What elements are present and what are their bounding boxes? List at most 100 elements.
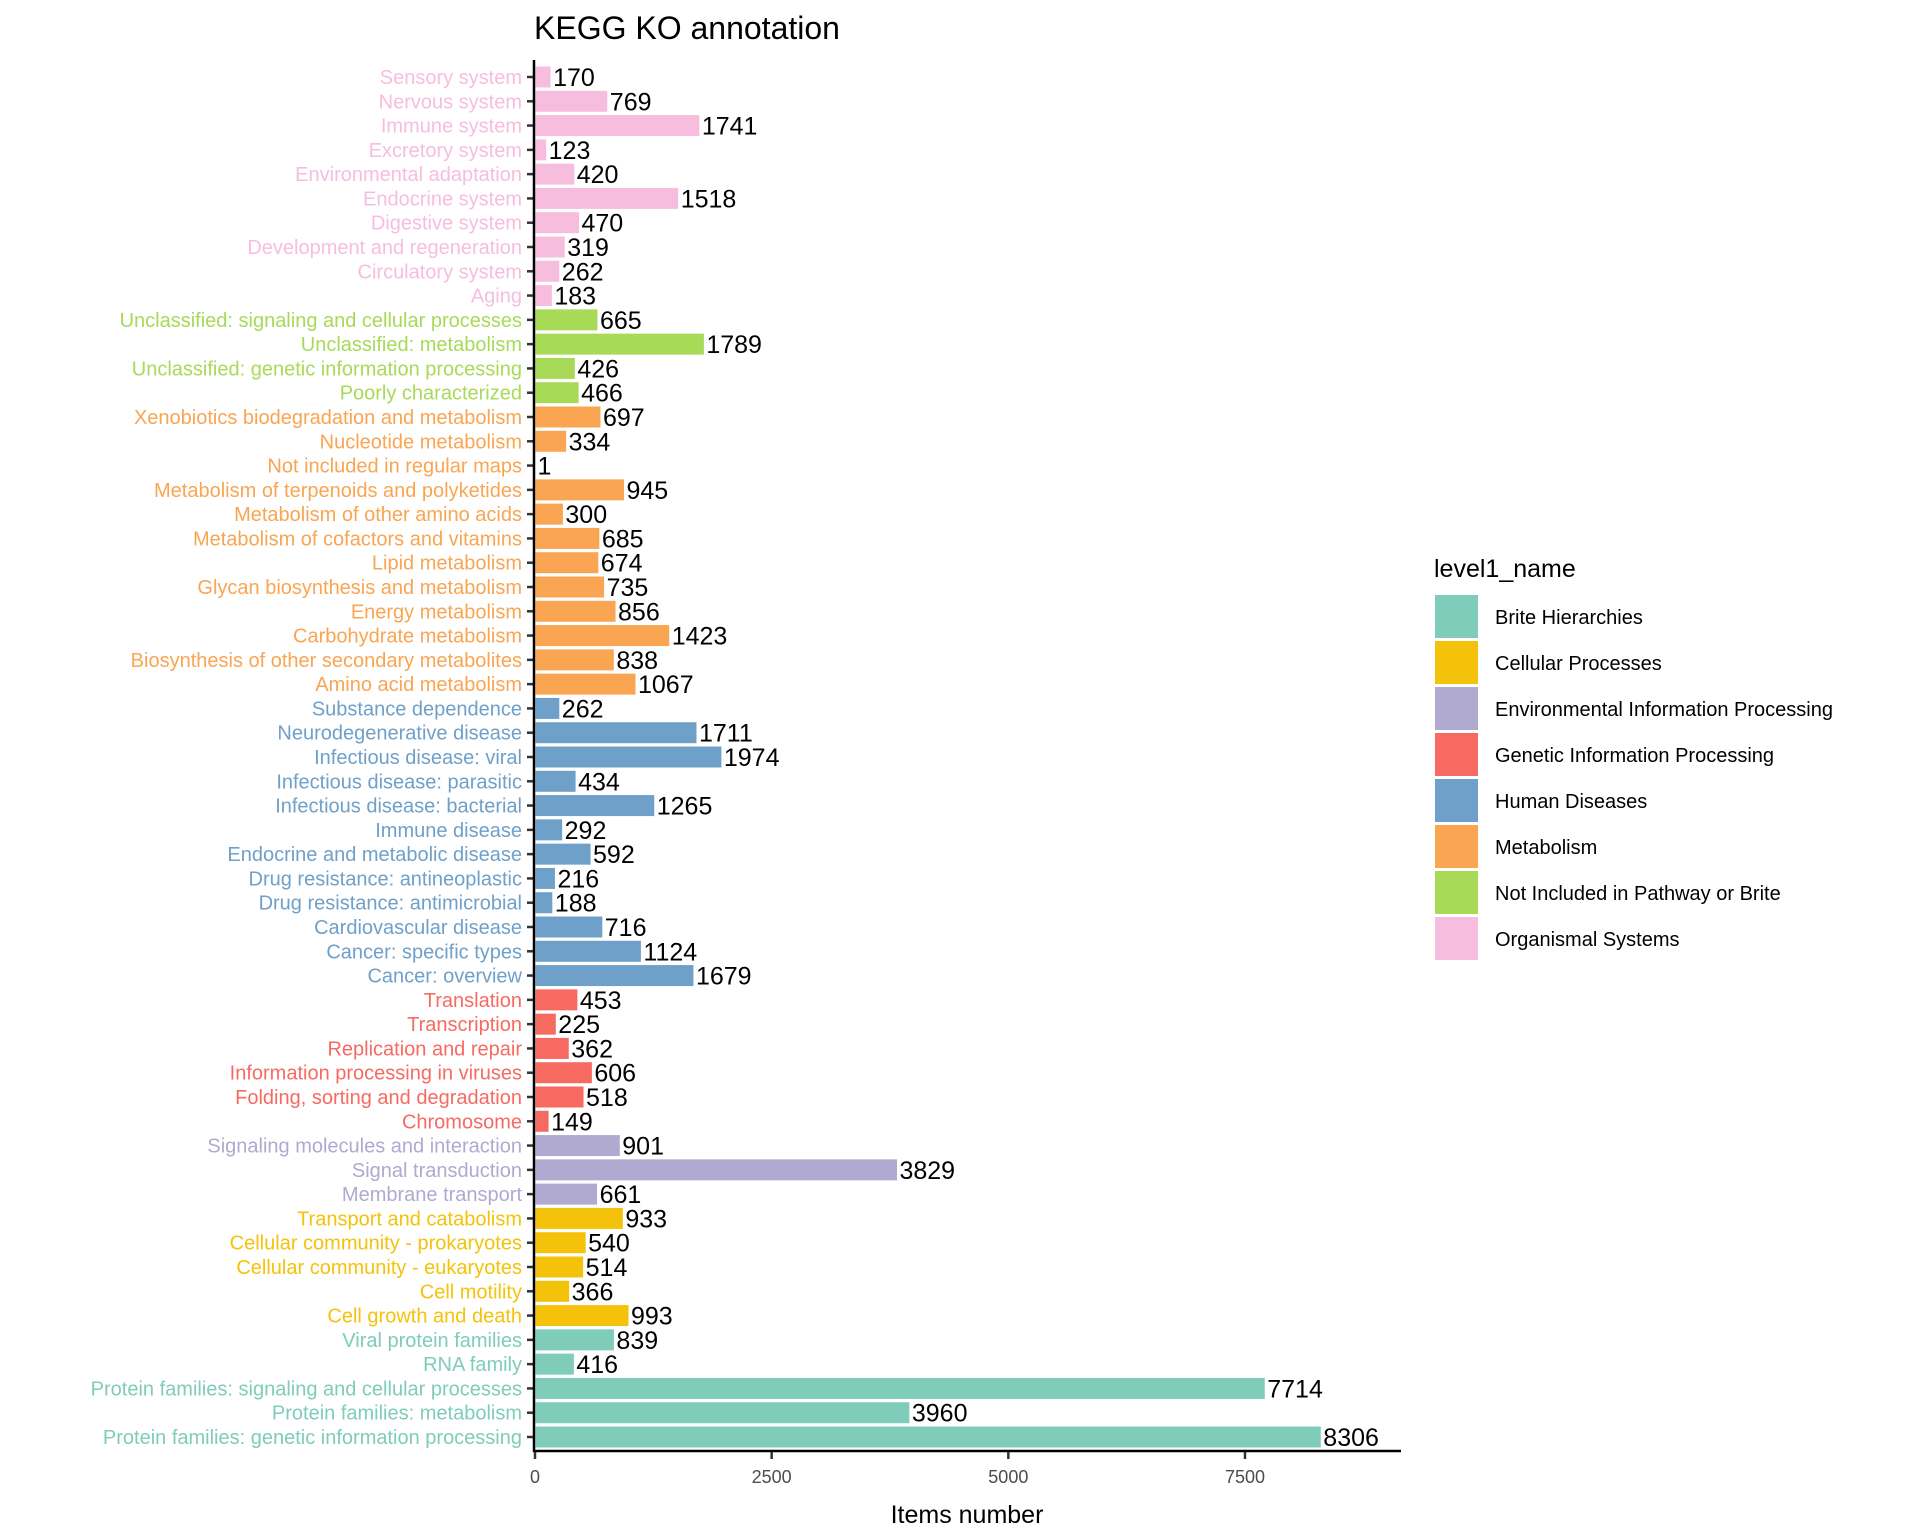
bar bbox=[534, 186, 680, 210]
legend-label: Organismal Systems bbox=[1495, 929, 1680, 951]
bar bbox=[534, 1012, 557, 1036]
legend-swatch bbox=[1435, 595, 1478, 638]
bar bbox=[534, 1231, 587, 1255]
data-label: 697 bbox=[603, 404, 645, 432]
y-tick-label: Lipid metabolism bbox=[372, 553, 522, 575]
bar bbox=[534, 235, 566, 259]
bar bbox=[534, 818, 564, 842]
bar bbox=[534, 1255, 585, 1279]
data-label: 8306 bbox=[1323, 1424, 1379, 1452]
bar bbox=[534, 1401, 911, 1425]
data-label: 1711 bbox=[699, 720, 753, 748]
data-label: 262 bbox=[562, 695, 604, 723]
x-axis-title: Items number bbox=[891, 1501, 1044, 1529]
data-label: 1679 bbox=[696, 963, 752, 991]
y-tick-label: Infectious disease: bacterial bbox=[275, 796, 522, 818]
y-tick-label: Excretory system bbox=[369, 140, 522, 162]
data-label: 453 bbox=[580, 987, 622, 1015]
y-tick-label: Protein families: metabolism bbox=[272, 1403, 522, 1425]
y-tick-label: Replication and repair bbox=[327, 1038, 522, 1060]
data-label: 334 bbox=[569, 428, 611, 456]
data-label: 856 bbox=[618, 598, 660, 626]
data-label: 735 bbox=[607, 574, 649, 602]
bar bbox=[534, 478, 625, 502]
bar bbox=[534, 672, 637, 696]
y-tick-label: Metabolism of cofactors and vitamins bbox=[193, 528, 522, 550]
legend-items: Brite Hierarchies Cellular Processes Envir… bbox=[1435, 595, 1833, 960]
y-tick-label: Cellular community - eukaryotes bbox=[236, 1257, 522, 1279]
bar bbox=[534, 65, 552, 89]
y-tick-label: Drug resistance: antimicrobial bbox=[259, 893, 522, 915]
data-label: 716 bbox=[605, 914, 647, 942]
y-tick-label: Immune system bbox=[381, 116, 522, 138]
y-tick-label: Biosynthesis of other secondary metaboli… bbox=[131, 650, 522, 672]
bar bbox=[534, 721, 698, 745]
data-label: 606 bbox=[594, 1060, 636, 1088]
bar bbox=[534, 162, 576, 186]
y-tick-label: RNA family bbox=[423, 1354, 522, 1376]
y-tick-label: Infectious disease: parasitic bbox=[276, 771, 522, 793]
y-tick-label: Endocrine system bbox=[363, 188, 522, 210]
legend-label: Brite Hierarchies bbox=[1495, 607, 1643, 629]
y-tick-label: Protein families: genetic information pr… bbox=[103, 1427, 522, 1449]
data-label: 362 bbox=[571, 1035, 613, 1063]
y-tick-label: Amino acid metabolism bbox=[315, 674, 522, 696]
data-label: 1423 bbox=[672, 623, 728, 651]
bar bbox=[534, 1061, 593, 1085]
data-label: 839 bbox=[616, 1327, 658, 1355]
data-label: 188 bbox=[555, 890, 597, 918]
legend-label: Cellular Processes bbox=[1495, 653, 1662, 675]
y-tick-label: Unclassified: signaling and cellular pro… bbox=[120, 310, 522, 332]
y-tick-label: Neurodegenerative disease bbox=[277, 723, 522, 745]
data-label: 1741 bbox=[702, 113, 758, 141]
y-tick-label: Infectious disease: viral bbox=[314, 747, 522, 769]
bar bbox=[534, 1328, 615, 1352]
legend-label: Not Included in Pathway or Brite bbox=[1495, 883, 1781, 905]
y-tick-label: Sensory system bbox=[380, 67, 522, 89]
bar bbox=[534, 1134, 621, 1158]
bar bbox=[534, 1085, 585, 1109]
data-label: 1265 bbox=[657, 793, 713, 821]
bar bbox=[534, 1279, 571, 1303]
bar bbox=[534, 624, 671, 648]
y-tick-label: Viral protein families bbox=[342, 1330, 522, 1352]
data-label: 3960 bbox=[912, 1400, 968, 1428]
bar bbox=[534, 599, 617, 623]
y-tick-label: Translation bbox=[424, 990, 522, 1012]
bar bbox=[534, 138, 548, 162]
data-label: 262 bbox=[562, 258, 604, 286]
data-label: 518 bbox=[586, 1084, 628, 1112]
y-tick-label: Digestive system bbox=[371, 213, 522, 235]
bar bbox=[534, 745, 723, 769]
data-label: 933 bbox=[625, 1205, 667, 1233]
data-label: 466 bbox=[581, 380, 623, 408]
data-label: 674 bbox=[601, 550, 643, 578]
bar bbox=[534, 988, 579, 1012]
x-axis-ticks: 0 2500 5000 7500 bbox=[530, 1452, 1265, 1487]
y-tick-label: Nucleotide metabolism bbox=[320, 431, 522, 453]
legend-swatch bbox=[1435, 917, 1478, 960]
legend-swatch bbox=[1435, 779, 1478, 822]
y-tick-label: Transport and catabolism bbox=[297, 1208, 522, 1230]
value-labels: 1707691741123420151847031926218366517894… bbox=[538, 64, 1379, 1452]
y-tick-label: Unclassified: genetic information proces… bbox=[132, 358, 522, 380]
legend-label: Genetic Information Processing bbox=[1495, 745, 1774, 767]
y-tick-label: Signal transduction bbox=[352, 1160, 522, 1182]
y-tick-label: Drug resistance: antineoplastic bbox=[249, 868, 522, 890]
data-label: 434 bbox=[578, 768, 620, 796]
bar bbox=[534, 356, 576, 380]
bars-layer bbox=[534, 65, 1322, 1449]
bar bbox=[534, 332, 705, 356]
data-label: 1789 bbox=[706, 331, 762, 359]
data-label: 319 bbox=[567, 234, 609, 262]
bar bbox=[534, 891, 554, 915]
y-tick-label: Development and regeneration bbox=[247, 237, 522, 259]
legend-title: level1_name bbox=[1434, 555, 1576, 583]
y-tick-label: Metabolism of terpenoids and polyketides bbox=[154, 480, 522, 502]
data-label: 3829 bbox=[899, 1157, 955, 1185]
bar bbox=[534, 964, 695, 988]
bar bbox=[534, 405, 602, 429]
bar bbox=[534, 551, 600, 575]
